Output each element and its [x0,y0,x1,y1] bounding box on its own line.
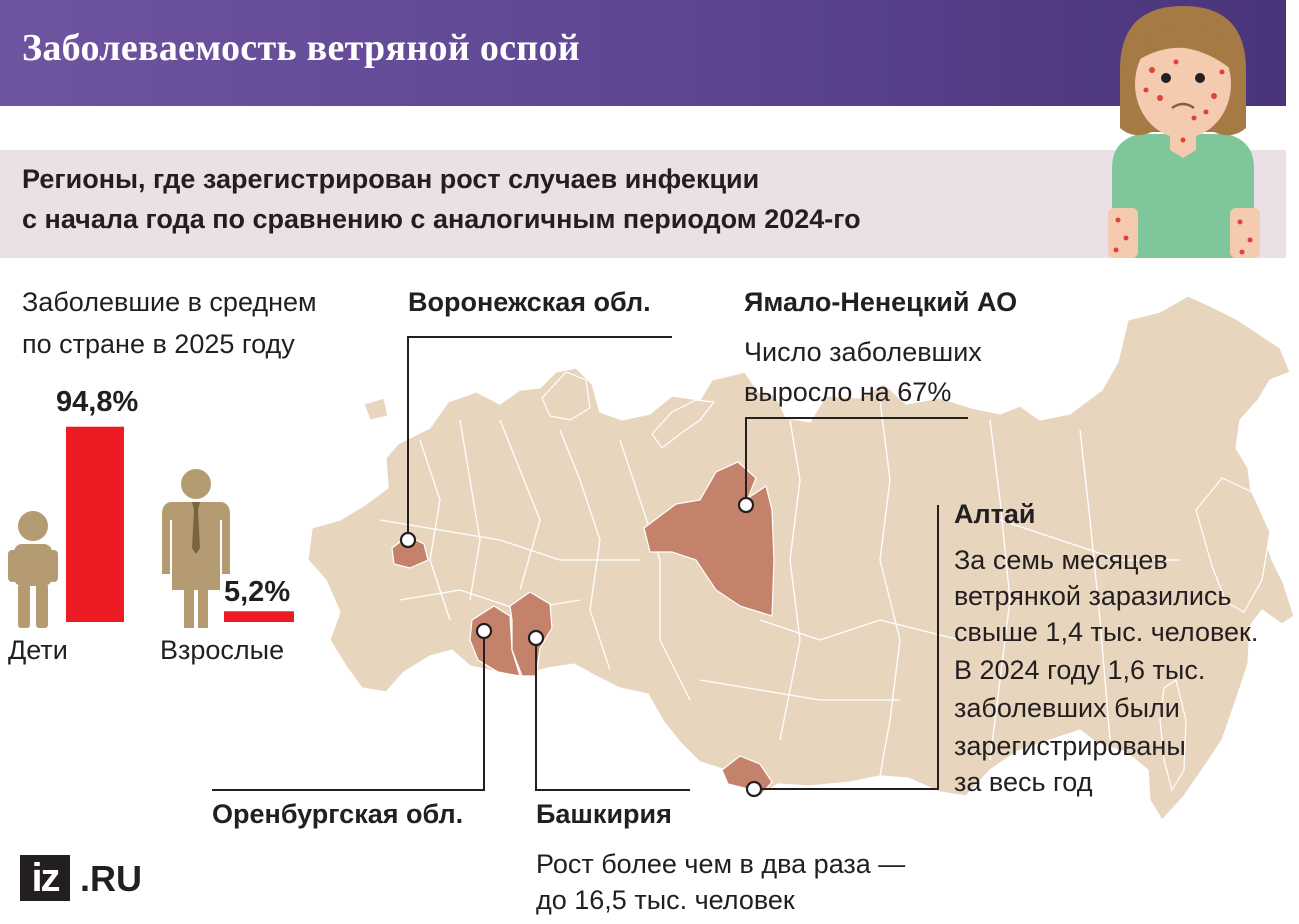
label-voronezh: Воронежская обл. [408,287,651,317]
adult-icon [162,469,230,628]
note-altai-line-3: свыше 1,4 тыс. человек. [954,617,1259,647]
bar-chart [66,426,294,622]
bar-children [66,426,124,622]
bar-adults [224,611,294,622]
note-bashkiria-line-1: Рост более чем в два раза — [536,849,906,879]
callout-lines [212,336,968,791]
pin-voronezh [399,531,417,549]
value-label-adults: 5,2% [224,576,291,608]
label-bashkiria: Башкирия [536,799,672,829]
note-yamal-line-1: Число заболевших [744,337,982,367]
map-sakhalin [1159,679,1187,792]
note-yamal-line-2: выросло на 67% [744,377,952,407]
map-east-peninsula [1195,477,1271,613]
label-yamal: Ямало-Ненецкий АО [744,287,1018,317]
label-orenburg: Оренбургская обл. [212,799,464,829]
logo-ru: .RU [80,858,142,899]
label-altai: Алтай [954,499,1036,529]
category-label-children: Дети [8,635,68,665]
child-icon [8,511,58,628]
value-label-children: 94,8% [56,386,139,418]
logo-iz: iz [20,855,70,901]
subtitle-line-1: Регионы, где зарегистрирован рост случае… [22,164,760,194]
category-label-adults: Взрослые [160,635,285,665]
subtitle-box [0,150,1286,258]
sick-girl-illustration [1108,6,1260,258]
pin-yamal [737,496,755,514]
note-altai-line-6: зарегистрированы [954,731,1186,761]
map-kola-peninsula [541,371,591,421]
map-novaya-zemlya [651,399,716,449]
pin-bashkiria [527,629,545,647]
note-bashkiria-line-2: до 16,5 тыс. человек [536,885,795,915]
callout-pins [399,496,763,798]
header-band [0,0,1286,106]
map-kaliningrad [363,397,389,421]
subtitle-line-2: с начала года по сравнению с аналогичным… [22,204,861,234]
chart-title-line-2: по стране в 2025 году [22,329,295,359]
note-altai-line-1: За семь месяцев [954,545,1168,575]
note-altai-line-5: заболевших были [954,693,1180,723]
note-altai-line-4: В 2024 году 1,6 тыс. [954,655,1206,685]
note-altai-line-7: за весь год [954,767,1093,797]
pin-orenburg [475,622,493,640]
note-altai-line-2: ветрянкой заразились [954,581,1232,611]
page-title: Заболеваемость ветряной оспой [22,27,580,69]
chart-title-line-1: Заболевшие в среднем [22,287,317,317]
pin-altai [745,780,763,798]
